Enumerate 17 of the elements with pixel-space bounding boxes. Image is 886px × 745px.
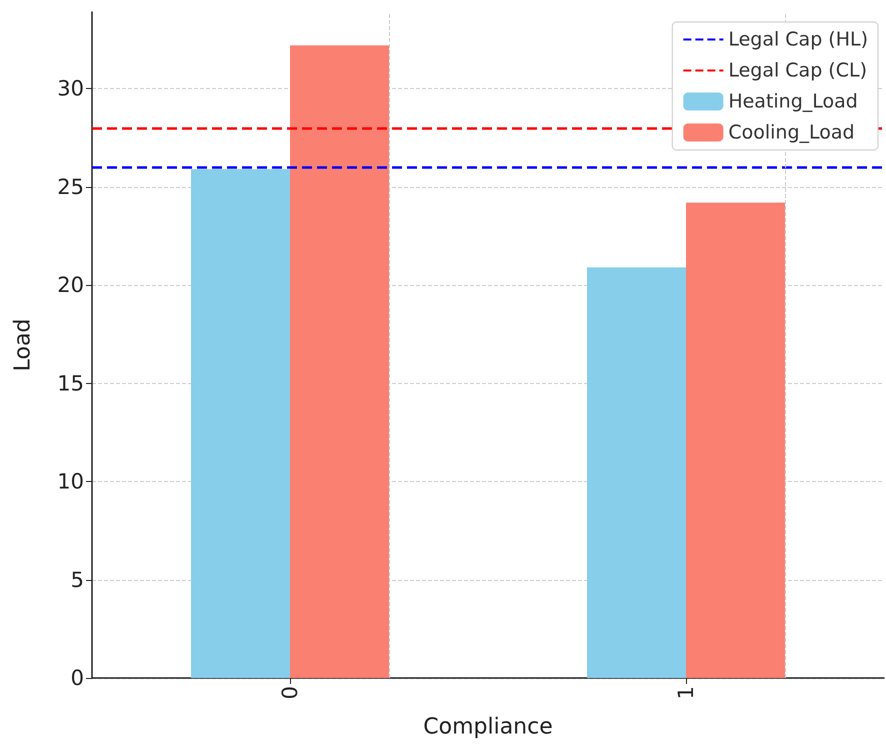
y-tick-label: 15 <box>57 371 84 396</box>
legend-label: Cooling_Load <box>728 122 855 144</box>
y-tick-label: 25 <box>57 174 84 199</box>
y-tick-label: 20 <box>57 273 84 298</box>
y-tick-label: 10 <box>57 470 84 494</box>
legend-label: Legal Cap (HL) <box>728 28 868 50</box>
y-axis-title: Load <box>10 318 36 372</box>
legend-label: Legal Cap (CL) <box>728 60 867 82</box>
x-tick-label: 1 <box>674 686 698 700</box>
bar <box>290 45 389 678</box>
y-tick-label: 30 <box>57 76 84 101</box>
bar <box>686 202 785 678</box>
x-axis-title: Compliance <box>423 714 553 740</box>
legend-label: Heating_Load <box>728 90 858 112</box>
y-tick-label: 5 <box>70 568 84 592</box>
bar <box>191 169 290 678</box>
bar <box>587 267 686 678</box>
